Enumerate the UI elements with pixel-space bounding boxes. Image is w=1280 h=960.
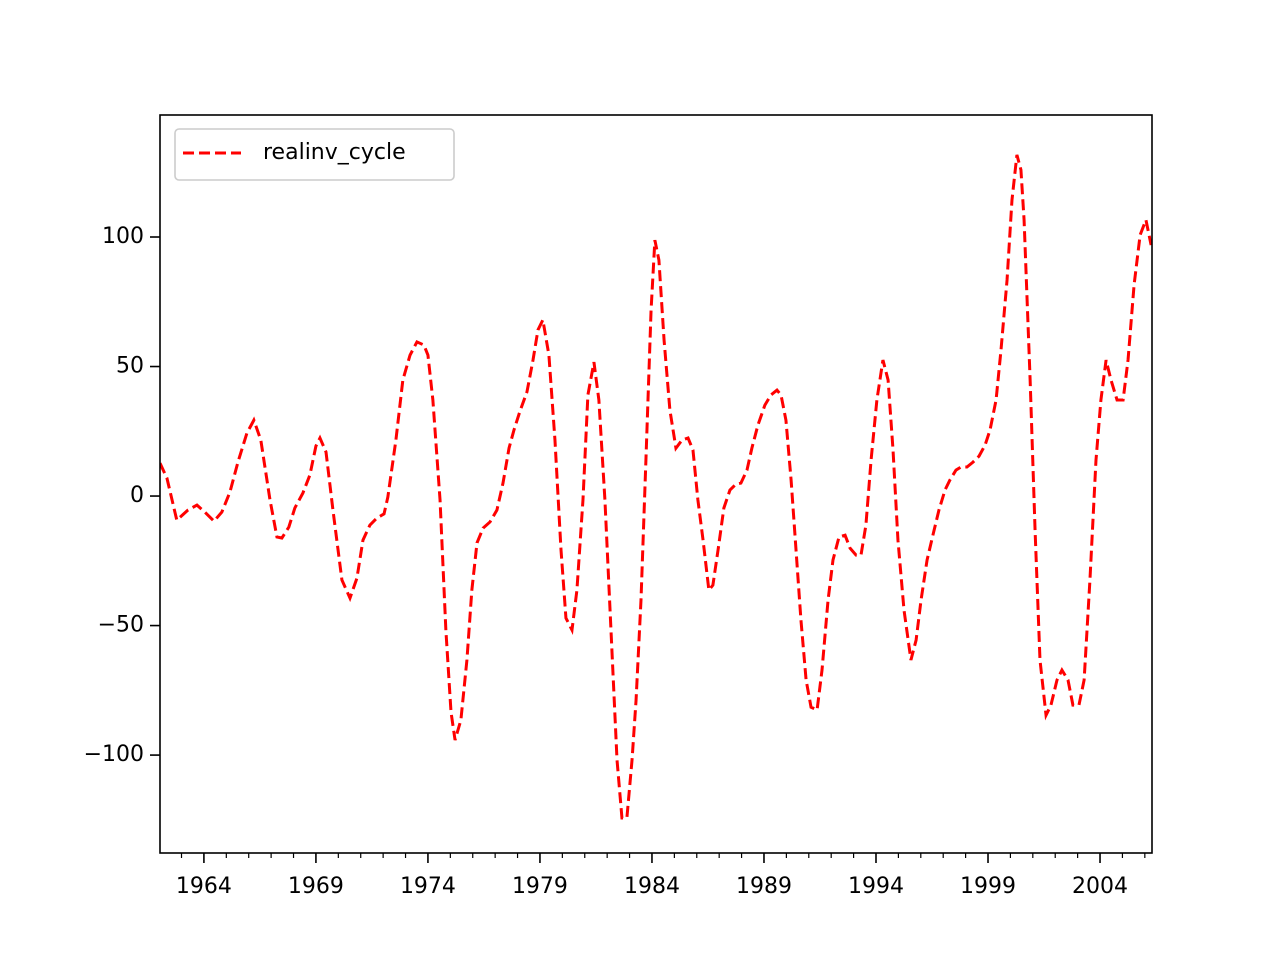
x-tick-label: 1969 bbox=[288, 874, 344, 899]
series-line bbox=[160, 154, 1152, 820]
y-tick-label: 100 bbox=[102, 224, 144, 249]
x-tick-label: 1974 bbox=[400, 874, 456, 899]
x-tick-label: 1979 bbox=[512, 874, 568, 899]
x-tick-label: 1989 bbox=[736, 874, 792, 899]
x-tick-label: 1984 bbox=[624, 874, 680, 899]
x-tick-label: 1964 bbox=[176, 874, 232, 899]
line bbox=[160, 154, 1152, 820]
legend-label: realinv_cycle bbox=[263, 140, 406, 165]
y-tick-label: −100 bbox=[84, 742, 144, 767]
x-tick-label: 1999 bbox=[960, 874, 1016, 899]
x-tick-label: 2004 bbox=[1072, 874, 1128, 899]
y-tick-label: −50 bbox=[98, 613, 144, 638]
y-tick-label: 50 bbox=[116, 354, 144, 379]
x-tick-label: 1994 bbox=[848, 874, 904, 899]
y-tick-label: 0 bbox=[130, 483, 144, 508]
legend: realinv_cycle bbox=[174, 128, 455, 181]
legend-box bbox=[174, 128, 455, 181]
axes-frame bbox=[159, 114, 1153, 854]
